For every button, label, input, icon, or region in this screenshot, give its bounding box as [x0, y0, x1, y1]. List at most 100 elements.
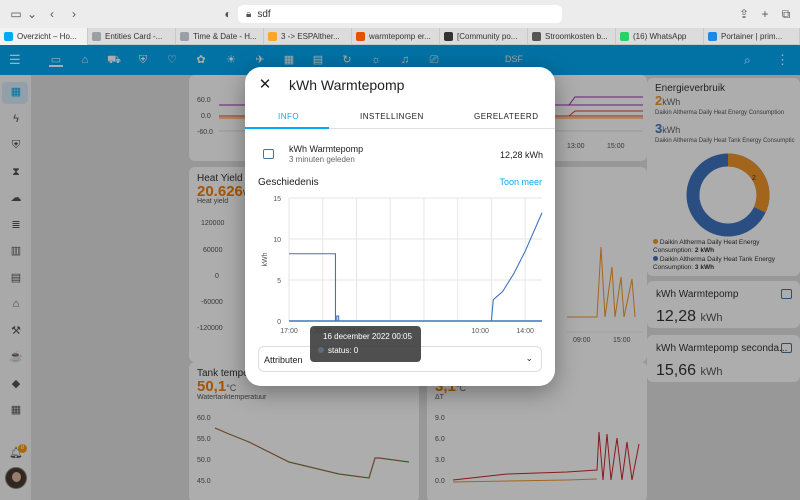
browser-tab[interactable]: Portainer | prim...: [704, 28, 800, 45]
axis-tick: 60000: [203, 247, 223, 254]
dashboard-tab-dsf[interactable]: DSF: [505, 54, 523, 64]
shield-icon[interactable]: ⛨: [11, 139, 21, 151]
avatar[interactable]: [5, 467, 27, 489]
favicon-icon: [268, 32, 277, 41]
tabs-overview-icon[interactable]: ⧉: [781, 7, 791, 21]
energy-icon[interactable]: ϟ: [13, 112, 19, 125]
store-icon[interactable]: ▤: [10, 271, 22, 284]
share-icon[interactable]: ⇪: [738, 7, 750, 21]
tooltip-date: 16 december 2022 00:05: [323, 332, 412, 341]
show-more-link[interactable]: Toon meer: [499, 177, 542, 187]
legend-item-1[interactable]: Daikin Altherma Daily Heat Energy Consum…: [653, 239, 760, 254]
browser-tab-label: [Community po...: [457, 32, 518, 41]
shield-icon[interactable]: ⛨: [138, 54, 148, 66]
tab-instellingen[interactable]: INSTELLINGEN: [360, 112, 424, 121]
x-tick-label: 17:00: [280, 328, 298, 335]
browser-tab-label: Overzicht – Ho...: [17, 32, 77, 41]
chevron-down-icon[interactable]: ⌄: [26, 7, 38, 21]
browser-tab[interactable]: [Community po...: [440, 28, 528, 45]
car-icon[interactable]: ⛟: [107, 54, 121, 66]
browser-tab[interactable]: warmtepomp er...: [352, 28, 440, 45]
search-icon[interactable]: ⌕: [744, 53, 751, 67]
solar-icon[interactable]: ☼: [370, 54, 382, 66]
panel-icon[interactable]: ▤: [312, 54, 324, 66]
energy-value-1: 2kWh: [655, 93, 681, 108]
dashboard-icon[interactable]: ▦: [10, 86, 22, 98]
forward-icon[interactable]: ›: [72, 7, 76, 21]
browser-tab[interactable]: Entities Card -...: [88, 28, 176, 45]
axis-tick: 15:00: [607, 143, 625, 150]
energy-donut: [686, 153, 770, 237]
menu-icon[interactable]: ☰: [9, 52, 21, 67]
vscode-icon[interactable]: ◆: [11, 377, 21, 390]
browser-tab-label: Entities Card -...: [105, 32, 163, 41]
meter-icon: [781, 343, 792, 353]
notification-badge: 8: [18, 444, 27, 453]
energy-card[interactable]: Energieverbruik 2kWh Daikin Altherma Dai…: [647, 78, 800, 276]
y-tick-label: 10: [273, 237, 281, 244]
warmtepomp-entity-card[interactable]: kWh Warmtepomp 12,28 kWh: [647, 281, 800, 328]
more-icon[interactable]: ⋮: [776, 52, 789, 67]
browser-tab[interactable]: Stroomkosten b...: [528, 28, 616, 45]
bulb-icon[interactable]: ☀: [226, 54, 236, 66]
chart-icon[interactable]: ▥: [10, 245, 22, 257]
privacy-shield-icon[interactable]: ◐: [224, 7, 232, 21]
music-icon[interactable]: ♫: [400, 54, 410, 66]
sidebar-toggle-icon[interactable]: ▭: [10, 7, 22, 21]
tab-info[interactable]: INFO: [278, 112, 300, 121]
refresh-icon[interactable]: ↻: [342, 54, 352, 66]
cast-icon[interactable]: ⎚: [429, 54, 439, 66]
series-line: [289, 212, 543, 322]
chevron-down-icon: ⌄: [525, 353, 533, 363]
browser-tab-label: Stroomkosten b...: [545, 32, 608, 41]
axis-tick: 120000: [201, 220, 225, 227]
home-icon[interactable]: ⌂: [81, 54, 89, 66]
axis-tick: 15:00: [613, 337, 631, 344]
close-icon[interactable]: ✕: [258, 76, 272, 93]
calendar-icon[interactable]: ▦: [10, 404, 22, 416]
axis-tick: 0.0: [435, 478, 445, 485]
tools-icon[interactable]: ⚒: [11, 324, 21, 337]
browser-tab[interactable]: 3 -> ESPAlther...: [264, 28, 352, 45]
y-axis-label: kWh: [262, 252, 269, 266]
axis-tick: 13:00: [567, 143, 585, 150]
hourglass-icon[interactable]: ⧗: [12, 165, 20, 178]
favicon-icon: [92, 32, 101, 41]
kettle-icon[interactable]: ☕: [9, 351, 23, 363]
bell-icon[interactable]: 🔔︎: [9, 447, 23, 459]
satellite-icon[interactable]: ✈: [255, 54, 265, 66]
browser-tab[interactable]: (16) WhatsApp: [616, 28, 704, 45]
browser-tab-label: (16) WhatsApp: [633, 32, 687, 41]
calendar-icon[interactable]: ▦: [283, 54, 295, 66]
back-icon[interactable]: ‹: [50, 7, 54, 21]
list-icon[interactable]: ≣: [11, 218, 21, 231]
address-text[interactable]: sdf: [257, 8, 271, 20]
energy-desc-1: Daikin Altherma Daily Heat Energy Consum…: [655, 110, 785, 116]
browser-tab-label: warmtepomp er...: [369, 32, 431, 41]
axis-tick: 09:00: [573, 337, 591, 344]
home-icon[interactable]: ⌂: [12, 298, 20, 310]
axis-tick: 0: [215, 273, 219, 280]
legend-item-2[interactable]: Daikin Altherma Daily Heat Tank Energy C…: [653, 256, 775, 271]
entity-card-value: 15,66 kWh: [656, 362, 723, 379]
warmtepomp-secondary-card[interactable]: kWh Warmtepomp seconda... 15,66 kWh: [647, 335, 800, 382]
tank-temp-value: 50,1°C: [197, 378, 237, 395]
card-title: Energieverbruik: [655, 83, 726, 94]
entity-card-value: 12,28 kWh: [656, 308, 723, 325]
cloud-icon[interactable]: ☁: [10, 192, 22, 204]
new-tab-icon[interactable]: +: [761, 7, 769, 21]
tab-gerelateerd[interactable]: GERELATEERD: [474, 112, 539, 121]
browser-tab[interactable]: Time & Date - H...: [176, 28, 264, 45]
y-tick-label: 15: [273, 196, 281, 203]
plant-icon[interactable]: ✿: [196, 54, 206, 66]
entity-card-title: kWh Warmtepomp: [656, 289, 739, 300]
monitor-icon[interactable]: ▭: [49, 54, 63, 67]
favicon-icon: [444, 32, 453, 41]
favicon-icon: [620, 32, 629, 41]
browser-tab[interactable]: Overzicht – Ho...: [0, 28, 88, 45]
address-bar[interactable]: 🔒︎ sdf: [238, 5, 562, 23]
heart-icon[interactable]: ♡: [167, 54, 177, 66]
favicon-icon: [708, 32, 717, 41]
entity-card-title: kWh Warmtepomp seconda...: [656, 343, 788, 354]
